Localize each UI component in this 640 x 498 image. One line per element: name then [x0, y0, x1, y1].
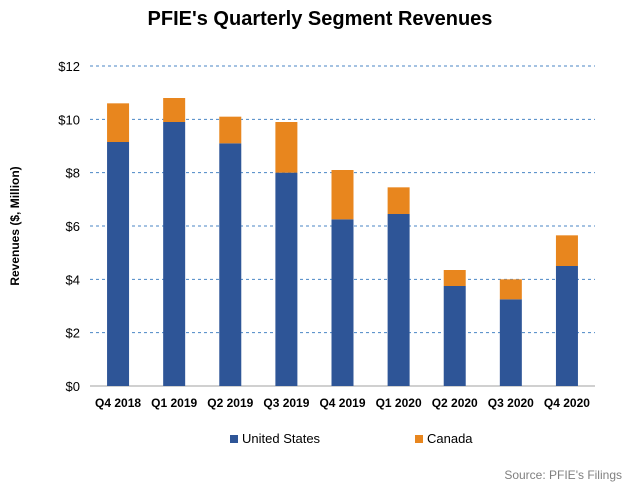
chart-title: PFIE's Quarterly Segment Revenues — [147, 8, 493, 30]
x-tick-label: Q4 2018 — [95, 396, 141, 410]
legend-item: United States — [230, 431, 320, 446]
bar-canada — [443, 270, 466, 286]
bar-united-states — [275, 172, 298, 386]
bar-canada — [275, 122, 298, 173]
y-tick-label: $0 — [66, 379, 80, 394]
y-tick-label: $2 — [66, 326, 80, 341]
bar-canada — [331, 170, 354, 220]
legend-item: Canada — [415, 431, 473, 446]
bar-canada — [387, 187, 410, 214]
x-tick-label: Q2 2019 — [207, 396, 253, 410]
legend-swatch — [415, 434, 423, 443]
y-tick-label: $12 — [58, 59, 80, 74]
legend: United States Canada — [0, 431, 640, 451]
y-tick-label: $6 — [66, 219, 80, 234]
x-tick-label: Q1 2019 — [151, 396, 197, 410]
y-axis-title: Revenues ($, Million) — [8, 166, 22, 285]
x-tick-label: Q4 2020 — [544, 396, 590, 410]
x-tick-label: Q2 2020 — [432, 396, 478, 410]
bar-united-states — [331, 219, 354, 386]
y-tick-label: $4 — [66, 272, 80, 287]
legend-label: Canada — [427, 431, 473, 446]
bar-united-states — [219, 143, 242, 386]
x-tick-label: Q3 2020 — [488, 396, 534, 410]
bar-canada — [499, 279, 522, 300]
bar-canada — [555, 235, 578, 266]
x-tick-label: Q3 2019 — [263, 396, 309, 410]
x-tick-label: Q1 2020 — [376, 396, 422, 410]
bar-canada — [107, 103, 130, 142]
y-tick-label: $8 — [66, 166, 80, 181]
bar-united-states — [499, 299, 522, 386]
bar-united-states — [387, 214, 410, 386]
bar-united-states — [163, 122, 186, 386]
bar-united-states — [107, 142, 130, 386]
bar-canada — [219, 116, 242, 144]
bar-united-states — [555, 266, 578, 386]
source-note: Source: PFIE's Filings — [504, 468, 622, 482]
legend-label: United States — [242, 431, 321, 446]
bar-canada — [163, 98, 186, 122]
y-tick-label: $10 — [58, 112, 80, 127]
legend-swatch — [230, 434, 238, 443]
bar-united-states — [443, 286, 466, 386]
x-tick-label: Q4 2019 — [319, 396, 365, 410]
